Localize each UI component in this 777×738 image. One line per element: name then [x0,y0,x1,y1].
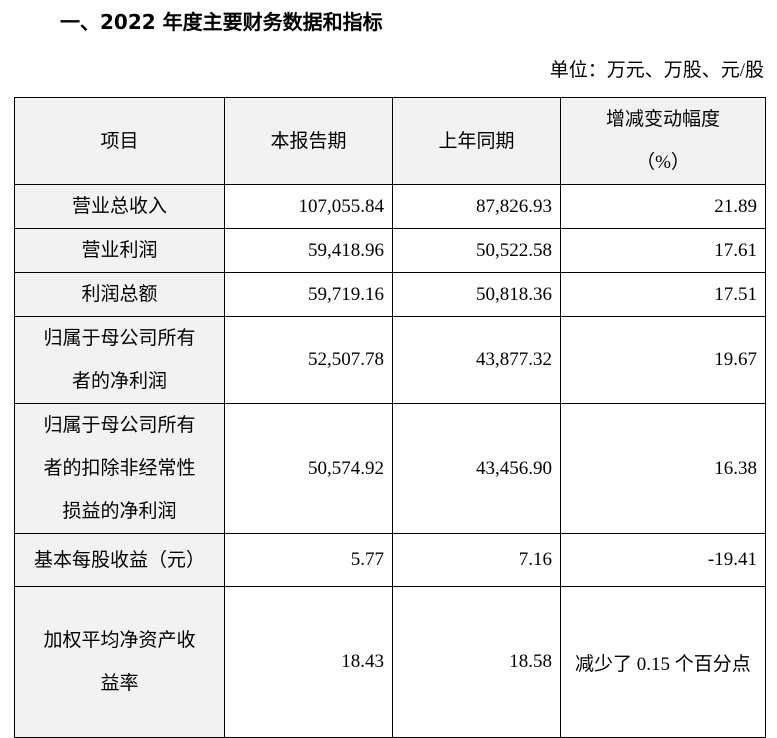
number-cell: 17.61 [560,228,766,273]
cell-line: 利润总额 [81,284,158,305]
header-row: 项目 本报告期 上年同期 增减变动幅度 （%） [14,97,766,185]
table-row: 基本每股收益（元） 5.77 7.16 -19.41 [14,533,766,587]
cell-line: 上年同期 [438,130,515,152]
number-cell: -19.41 [560,533,766,587]
text-cell: 减少了 0.15 个百分点 [560,586,766,738]
cell-line: 者的净利润 [71,371,167,392]
number-cell: 52,507.78 [224,316,393,404]
number-cell: 16.38 [560,403,766,534]
number-cell: 59,418.96 [224,228,393,273]
section-title: 一、2022 年度主要财务数据和指标 [60,10,383,34]
number-cell: 18.43 [224,586,393,738]
number-cell: 50,574.92 [224,403,393,534]
number-cell: 18.58 [392,586,561,738]
column-header: 上年同期 [392,97,561,185]
row-label: 营业总收入 [14,184,225,229]
cell-line: 基本每股收益（元） [33,549,205,571]
number-cell: 7.16 [392,533,561,587]
table-body: 营业总收入 107,055.84 87,826.93 21.89 营业利润 59,418.… [14,184,766,738]
number-cell: 19.67 [560,316,766,404]
cell-line: （%） [636,152,690,173]
row-label: 基本每股收益（元） [14,533,225,587]
number-cell: 50,522.58 [392,228,561,273]
table-row: 归属于母公司所有 者的净利润 52,507.78 43,877.32 19.67 [14,316,766,404]
column-header: 项目 [14,97,225,185]
column-header: 本报告期 [224,97,393,185]
row-label: 归属于母公司所有 者的扣除非经常性 损益的净利润 [14,403,225,534]
unit-note: 单位：万元、万股、元/股 [549,60,764,81]
row-label: 营业利润 [14,228,225,273]
number-cell: 43,456.90 [392,403,561,534]
table-row: 归属于母公司所有 者的扣除非经常性 损益的净利润 50,574.92 43,456.90… [14,403,766,534]
cell-line: 增减变动幅度 [605,109,720,130]
table-row: 营业总收入 107,055.84 87,826.93 21.89 [14,184,766,229]
column-header: 增减变动幅度 （%） [560,97,766,185]
cell-line: 益率 [100,673,139,694]
table-row: 加权平均净资产收 益率 18.43 18.58 减少了 0.15 个百分点 [14,586,766,738]
number-cell: 21.89 [560,184,766,229]
number-cell: 5.77 [224,533,393,587]
cell-line: 者的扣除非经常性 [43,458,196,479]
table-row: 利润总额 59,719.16 50,818.36 17.51 [14,272,766,317]
number-cell: 107,055.84 [224,184,393,229]
cell-line: 归属于母公司所有 [43,328,196,349]
cell-line: 项目 [100,130,139,152]
cell-line: 本报告期 [270,130,347,152]
cell-line: 营业总收入 [71,196,167,217]
cell-line: 损益的净利润 [62,501,177,522]
cell-line: 归属于母公司所有 [43,415,196,436]
row-label: 归属于母公司所有 者的净利润 [14,316,225,404]
financial-table: 项目 本报告期 上年同期 增减变动幅度 （%） 营业总收入 107,055.84 87,82… [14,97,766,738]
number-cell: 87,826.93 [392,184,561,229]
cell-line: 加权平均净资产收 [43,630,196,651]
table-row: 营业利润 59,418.96 50,522.58 17.61 [14,228,766,273]
row-label: 加权平均净资产收 益率 [14,586,225,738]
row-label: 利润总额 [14,272,225,317]
cell-line: 营业利润 [81,240,158,261]
number-cell: 43,877.32 [392,316,561,404]
number-cell: 50,818.36 [392,272,561,317]
number-cell: 17.51 [560,272,766,317]
number-cell: 59,719.16 [224,272,393,317]
